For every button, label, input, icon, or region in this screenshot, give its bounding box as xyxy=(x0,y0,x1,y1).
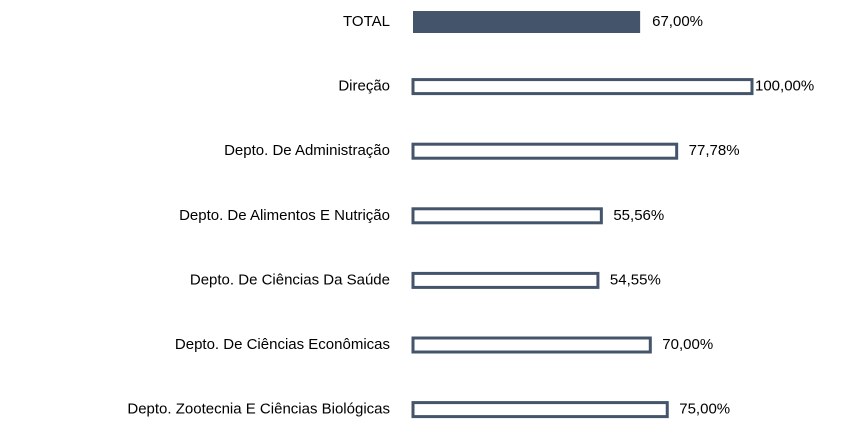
bar xyxy=(411,271,600,289)
bar xyxy=(413,11,641,33)
category-label: Depto. De Alimentos E Nutrição xyxy=(179,207,390,224)
value-label: 75,00% xyxy=(679,401,730,418)
bar xyxy=(411,78,754,96)
bar xyxy=(411,336,652,354)
value-label: 55,56% xyxy=(613,207,664,224)
bar xyxy=(411,142,679,160)
category-label: Depto. De Ciências Econômicas xyxy=(175,336,390,353)
category-label: Depto. De Ciências Da Saúde xyxy=(190,271,390,288)
value-label: 77,78% xyxy=(689,142,740,159)
bar xyxy=(411,207,603,225)
category-label: Depto. Zootecnia E Ciências Biológicas xyxy=(127,401,390,418)
bar xyxy=(411,401,669,419)
category-label: Depto. De Administração xyxy=(224,142,390,159)
value-label: 54,55% xyxy=(610,271,661,288)
category-label: Direção xyxy=(338,78,390,95)
value-label: 100,00% xyxy=(755,78,814,95)
category-label: TOTAL xyxy=(343,13,390,30)
value-label: 67,00% xyxy=(652,13,703,30)
value-label: 70,00% xyxy=(662,336,713,353)
